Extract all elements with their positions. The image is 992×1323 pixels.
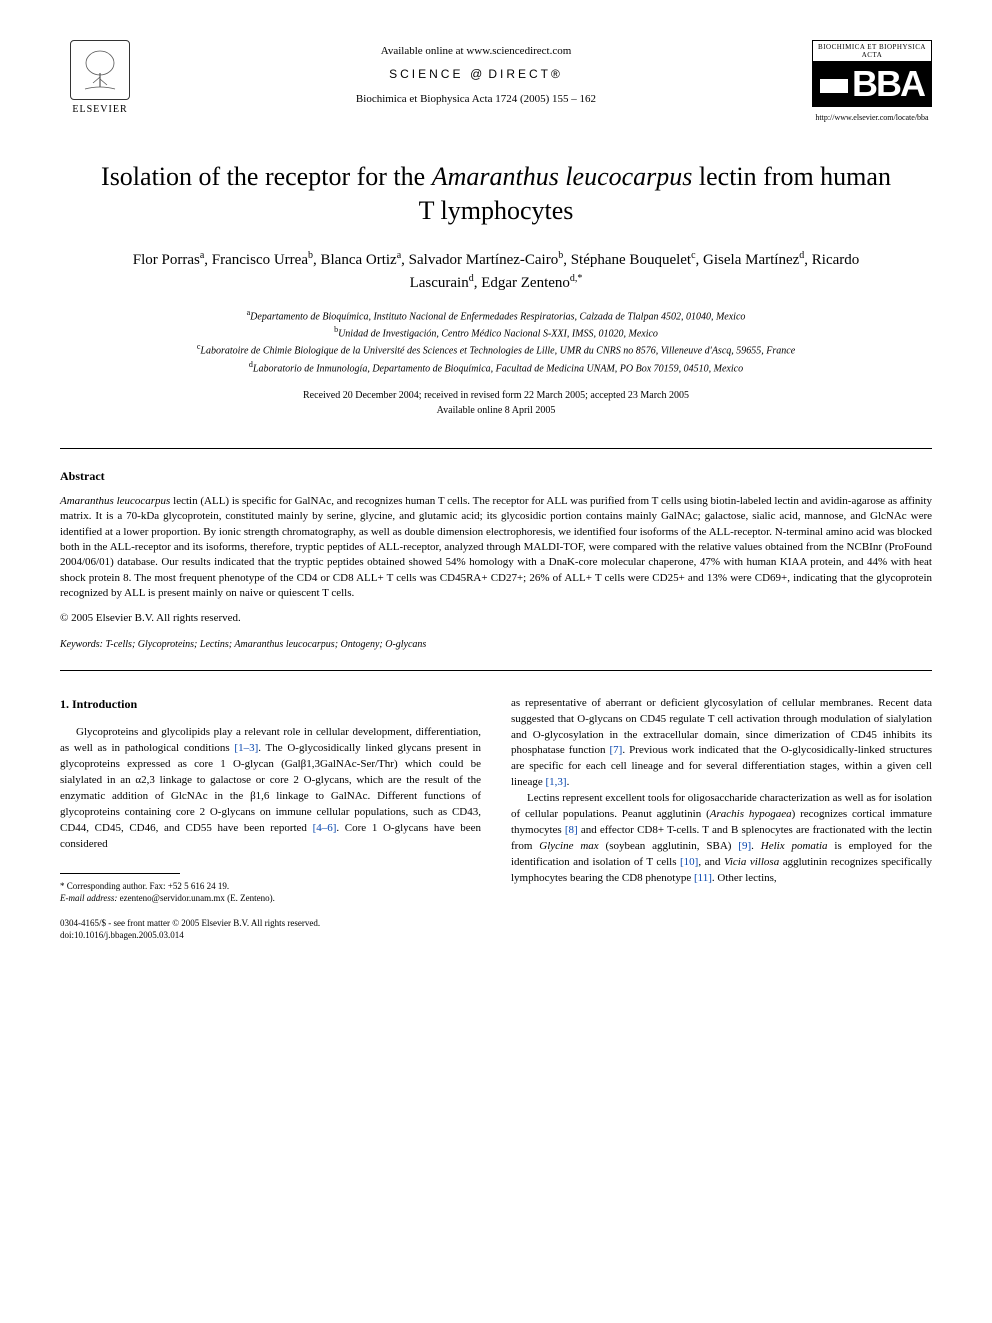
bba-logo: BIOCHIMICA ET BIOPHYSICA ACTA BBA http:/… — [812, 40, 932, 122]
elsevier-label: ELSEVIER — [72, 104, 127, 115]
affiliations-list: aDepartamento de Bioquímica, Instituto N… — [90, 307, 902, 376]
body-columns: 1. Introduction Glycoproteins and glycol… — [60, 696, 932, 942]
introduction-heading: 1. Introduction — [60, 696, 481, 713]
column-left: 1. Introduction Glycoproteins and glycol… — [60, 696, 481, 942]
elsevier-tree-icon — [70, 40, 130, 100]
bba-main-letters: BBA — [812, 61, 932, 107]
bba-top-text: BIOCHIMICA ET BIOPHYSICA ACTA — [812, 40, 932, 61]
affiliation-b: bUnidad de Investigación, Centro Médico … — [90, 324, 902, 341]
abstract-heading: Abstract — [60, 469, 932, 484]
doi-line: doi:10.1016/j.bbagen.2005.03.014 — [60, 929, 481, 942]
affiliation-a: aDepartamento de Bioquímica, Instituto N… — [90, 307, 902, 324]
received-date: Received 20 December 2004; received in r… — [60, 388, 932, 403]
center-header: Available online at www.sciencedirect.co… — [140, 40, 812, 105]
keywords: Keywords: T-cells; Glycoproteins; Lectin… — [60, 639, 932, 650]
email-line: E-mail address: ezenteno@servidor.unam.m… — [60, 892, 481, 905]
journal-reference: Biochimica et Biophysica Acta 1724 (2005… — [140, 93, 812, 105]
intro-col1-p1: Glycoproteins and glycolipids play a rel… — [60, 725, 481, 853]
elsevier-logo: ELSEVIER — [60, 40, 140, 130]
title-pre: Isolation of the receptor for the — [101, 162, 432, 191]
keywords-label: Keywords: — [60, 639, 103, 650]
divider-bottom — [60, 670, 932, 671]
title-italic: Amaranthus leucocarpus — [432, 162, 693, 191]
authors-list: Flor Porrasa, Francisco Urreab, Blanca O… — [100, 248, 892, 295]
footnotes: * Corresponding author. Fax: +52 5 616 2… — [60, 880, 481, 905]
affiliation-d: dLaboratorio de Inmunología, Departament… — [90, 359, 902, 376]
divider-top — [60, 448, 932, 449]
email-address: ezenteno@servidor.unam.mx (E. Zenteno). — [117, 893, 275, 903]
bottom-meta: 0304-4165/$ - see front matter © 2005 El… — [60, 917, 481, 942]
bba-url: http://www.elsevier.com/locate/bba — [812, 113, 932, 122]
intro-col2-p2: Lectins represent excellent tools for ol… — [511, 791, 932, 887]
abstract-body: Amaranthus leucocarpus lectin (ALL) is s… — [60, 494, 932, 602]
online-date: Available online 8 April 2005 — [60, 403, 932, 418]
header-row: ELSEVIER Available online at www.science… — [60, 40, 932, 130]
corresponding-author: * Corresponding author. Fax: +52 5 616 2… — [60, 880, 481, 893]
available-online-text: Available online at www.sciencedirect.co… — [140, 45, 812, 57]
column-right: as representative of aberrant or deficie… — [511, 696, 932, 942]
article-dates: Received 20 December 2004; received in r… — [60, 388, 932, 418]
footnote-divider — [60, 873, 180, 874]
affiliation-c: cLaboratoire de Chimie Biologique de la … — [90, 341, 902, 358]
issn-line: 0304-4165/$ - see front matter © 2005 El… — [60, 917, 481, 930]
intro-col2-p1: as representative of aberrant or deficie… — [511, 696, 932, 792]
email-label: E-mail address: — [60, 893, 117, 903]
science-direct-suffix: DIRECT® — [488, 67, 563, 81]
article-title: Isolation of the receptor for the Amaran… — [100, 160, 892, 228]
abstract-copyright: © 2005 Elsevier B.V. All rights reserved… — [60, 612, 932, 624]
bba-small-box-icon — [820, 79, 848, 93]
science-direct-logo: SCIENCE @ DIRECT® — [140, 67, 812, 81]
science-direct-at-icon: @ — [470, 67, 482, 81]
keywords-text: T-cells; Glycoproteins; Lectins; Amarant… — [103, 639, 426, 650]
bba-letters: BBA — [852, 63, 924, 104]
science-direct-prefix: SCIENCE — [389, 67, 463, 81]
